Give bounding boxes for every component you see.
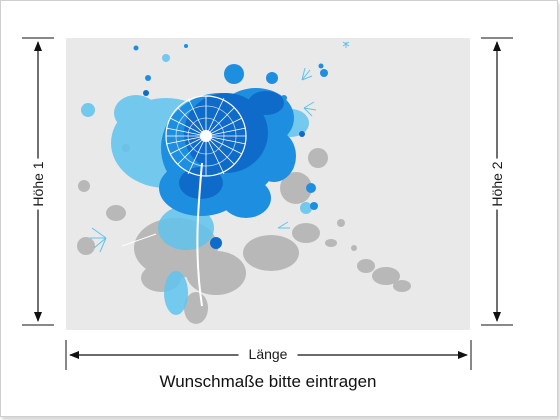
artwork-image	[66, 38, 470, 330]
length-label: Länge	[238, 346, 298, 362]
dandelion-center	[200, 130, 212, 142]
height-left-label: Höhe 1	[30, 158, 46, 210]
flying-seeds	[90, 41, 350, 253]
height-right-label: Höhe 2	[489, 158, 505, 210]
dandelion-splash-illustration	[77, 41, 411, 324]
caption-text: Wunschmaße bitte eintragen	[159, 372, 377, 391]
dandelion-stem	[196, 162, 203, 307]
